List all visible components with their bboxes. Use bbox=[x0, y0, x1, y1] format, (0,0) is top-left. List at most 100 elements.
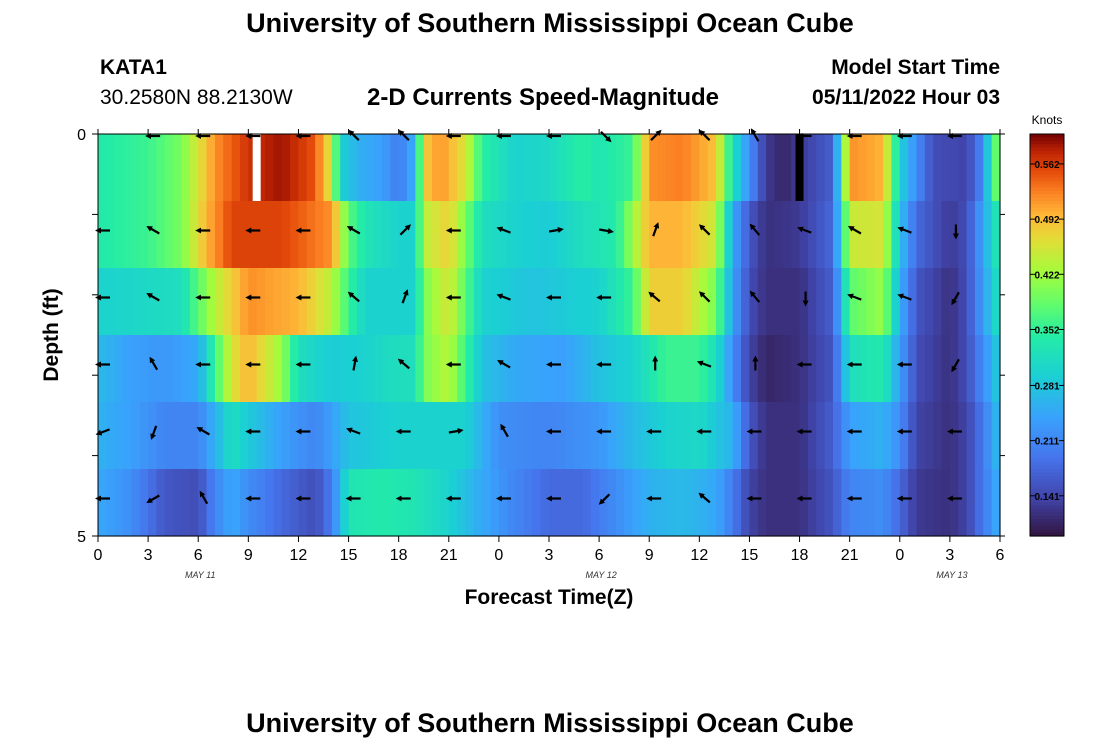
heatmap-cell bbox=[239, 402, 249, 470]
heatmap-cell bbox=[640, 469, 650, 537]
colorbar-segment bbox=[1030, 217, 1064, 222]
colorbar-segment bbox=[1030, 438, 1064, 443]
heatmap-cell bbox=[173, 201, 183, 269]
heatmap-cell bbox=[699, 469, 709, 537]
heatmap-cell bbox=[732, 335, 742, 403]
current-arrow bbox=[698, 129, 711, 141]
heatmap-cell bbox=[365, 134, 375, 202]
colorbar-segment bbox=[1030, 375, 1064, 380]
heatmap-cell bbox=[398, 134, 408, 202]
heatmap-cell bbox=[615, 201, 625, 269]
heatmap-cell bbox=[908, 134, 918, 202]
heatmap-cell bbox=[874, 402, 884, 470]
heatmap-cell bbox=[690, 201, 700, 269]
x-tick-label: 12 bbox=[690, 547, 708, 564]
heatmap-cell bbox=[273, 469, 283, 537]
heatmap-cell bbox=[231, 335, 241, 403]
heatmap-cell bbox=[265, 469, 274, 537]
x-tick-label: 0 bbox=[494, 547, 503, 564]
heatmap-cell bbox=[381, 201, 391, 269]
heatmap-cell bbox=[766, 469, 776, 537]
current-arrow bbox=[348, 129, 360, 141]
colorbar-segment bbox=[1030, 435, 1064, 440]
heatmap-cell bbox=[490, 268, 500, 336]
heatmap-cell bbox=[123, 402, 133, 470]
current-arrow bbox=[750, 128, 760, 142]
heatmap-cell bbox=[315, 134, 325, 202]
current-arrow bbox=[749, 223, 761, 236]
heatmap-cell bbox=[290, 402, 300, 470]
heatmap-cell bbox=[381, 268, 391, 336]
heatmap-cell bbox=[139, 134, 149, 202]
colorbar-segment bbox=[1030, 428, 1064, 433]
heatmap-cell bbox=[949, 134, 959, 202]
heatmap-cell bbox=[707, 134, 717, 202]
heatmap-cell bbox=[966, 134, 976, 202]
heatmap-cell bbox=[440, 268, 450, 336]
heatmap-cell bbox=[665, 402, 675, 470]
heatmap-cell bbox=[298, 201, 308, 269]
heatmap-cell bbox=[849, 469, 859, 537]
heatmap-cell bbox=[440, 402, 450, 470]
heatmap-cell bbox=[306, 402, 316, 470]
heatmap-cell bbox=[699, 201, 709, 269]
heatmap-cell bbox=[331, 134, 341, 202]
heatmap-cell bbox=[966, 402, 976, 470]
heatmap-cell bbox=[899, 134, 909, 202]
heatmap-cell bbox=[123, 201, 133, 269]
colorbar: 0.562 0.492 0.422 0.352 0.281 0.211 0.141 bbox=[1029, 133, 1065, 537]
heatmap-cell bbox=[924, 335, 934, 403]
heatmap-cell bbox=[407, 469, 416, 537]
colorbar-segment bbox=[1030, 298, 1064, 303]
heatmap-cell bbox=[924, 268, 934, 336]
heatmap-cell bbox=[699, 335, 709, 403]
heatmap-cell bbox=[899, 268, 909, 336]
heatmap-cell bbox=[891, 201, 901, 269]
heatmap-cell bbox=[340, 402, 350, 470]
heatmap-cell bbox=[665, 469, 675, 537]
heatmap-cell bbox=[198, 268, 208, 336]
heatmap-cell bbox=[582, 402, 592, 470]
heatmap-cell bbox=[448, 201, 458, 269]
heatmap-cell bbox=[607, 268, 617, 336]
heatmap-cell bbox=[164, 268, 174, 336]
heatmap-cell bbox=[974, 402, 984, 470]
model-start-label: Model Start Time bbox=[831, 56, 1000, 79]
colorbar-segment bbox=[1030, 381, 1064, 386]
heatmap-cell bbox=[690, 134, 700, 202]
heatmap-cell bbox=[473, 469, 483, 537]
missing-data-column bbox=[252, 134, 261, 201]
heatmap-cell bbox=[916, 201, 926, 269]
colorbar-segment bbox=[1030, 311, 1064, 316]
colorbar-segment bbox=[1030, 254, 1064, 259]
heatmap-cell bbox=[665, 268, 675, 336]
heatmap-cell bbox=[949, 201, 959, 269]
heatmap-cell bbox=[766, 134, 776, 202]
heatmap-cell bbox=[858, 134, 867, 202]
colorbar-segment bbox=[1030, 455, 1064, 460]
heatmap-cell bbox=[599, 335, 609, 403]
heatmap-cell bbox=[866, 469, 876, 537]
colorbar-segment bbox=[1030, 308, 1064, 313]
heatmap-cell bbox=[791, 268, 801, 336]
heatmap-cell bbox=[148, 268, 158, 336]
heatmap-cell bbox=[741, 469, 751, 537]
current-arrow bbox=[897, 226, 912, 234]
x-tick-label: 9 bbox=[645, 547, 654, 564]
current-arrow bbox=[548, 227, 564, 233]
heatmap-cell bbox=[690, 268, 700, 336]
y-tick-label: 5 bbox=[77, 529, 86, 546]
heatmap-cell bbox=[624, 268, 634, 336]
heatmap-cell bbox=[749, 268, 759, 336]
heatmap-cell bbox=[390, 469, 400, 537]
heatmap-cell bbox=[457, 268, 467, 336]
heatmap-cell bbox=[574, 469, 584, 537]
colorbar-segment bbox=[1030, 211, 1064, 215]
heatmap-cell bbox=[807, 134, 817, 202]
heatmap-cell bbox=[265, 335, 274, 403]
heatmap-cell bbox=[206, 134, 216, 202]
colorbar-segment bbox=[1030, 512, 1064, 517]
heatmap-cell bbox=[465, 134, 475, 202]
colorbar-segment bbox=[1030, 445, 1064, 450]
heatmap-cell bbox=[248, 201, 258, 269]
